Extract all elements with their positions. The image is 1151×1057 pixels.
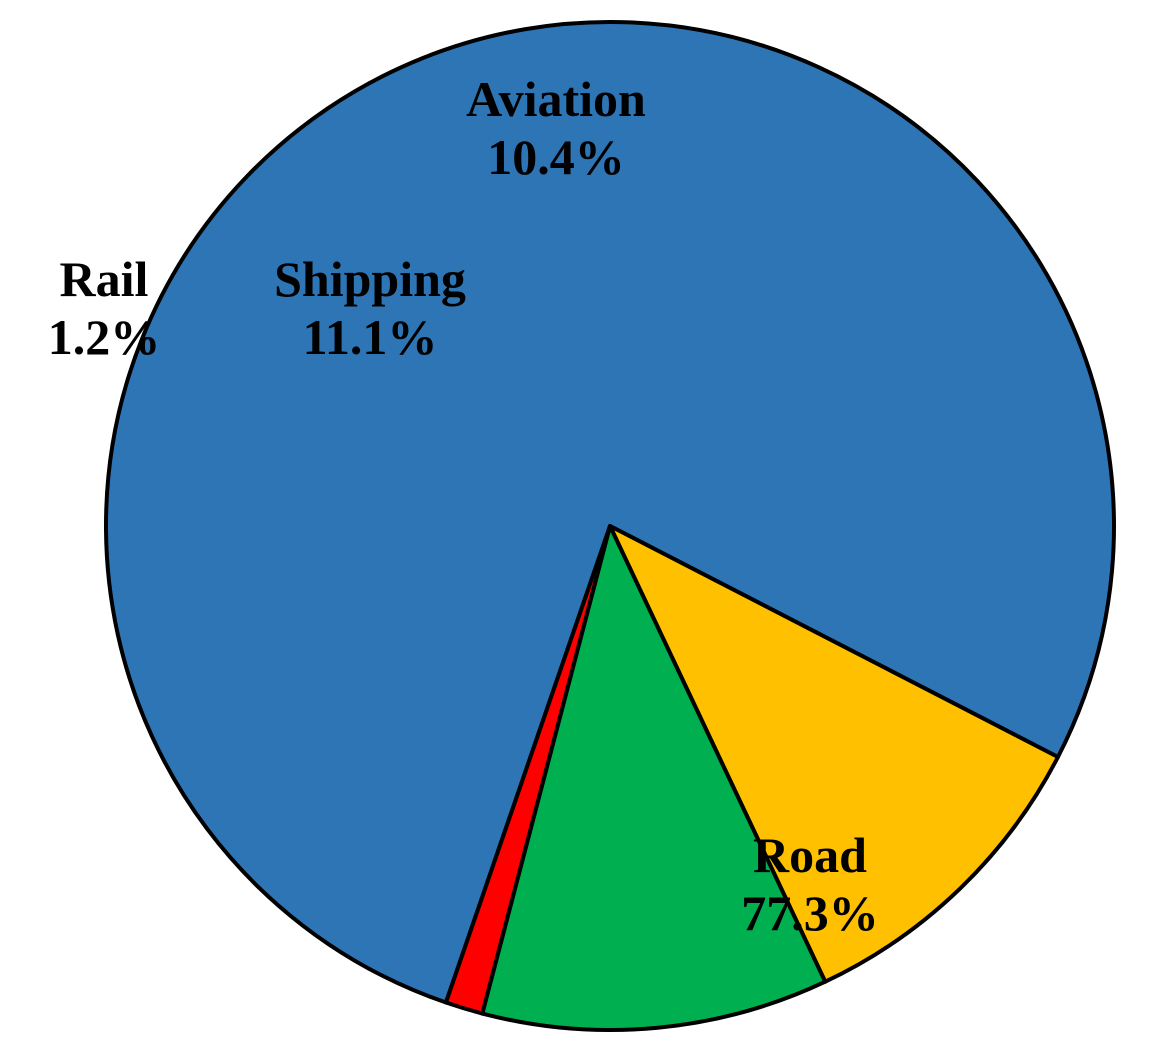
slice-value-aviation: 10.4% — [487, 129, 625, 185]
slice-label-road: Road — [753, 827, 867, 883]
pie-slice-aviation — [608, 524, 1060, 984]
pie-slice-road — [104, 20, 1116, 1005]
slice-value-rail: 1.2% — [48, 309, 161, 365]
slice-value-road: 77.3% — [741, 885, 879, 941]
pie-slice-rail — [443, 524, 612, 1016]
slice-label-shipping: Shipping — [274, 251, 466, 307]
slice-value-shipping: 11.1% — [303, 309, 438, 365]
pie-slices — [104, 20, 1116, 1032]
pie-slice-shipping — [480, 524, 828, 1032]
slice-label-rail: Rail — [60, 251, 149, 307]
slice-label-aviation: Aviation — [466, 71, 646, 127]
